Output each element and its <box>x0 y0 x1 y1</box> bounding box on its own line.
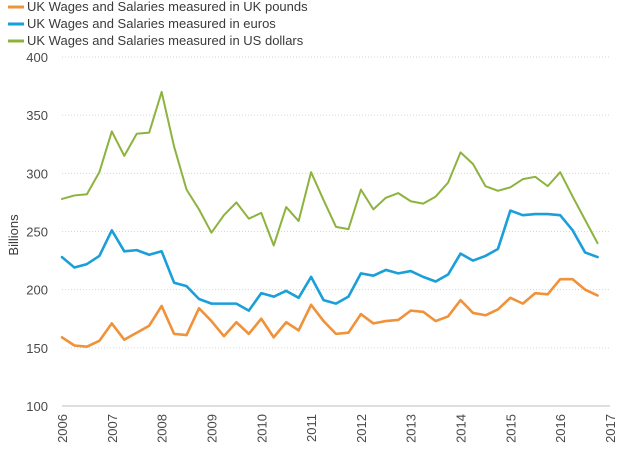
x-tick-label: 2014 <box>454 414 469 443</box>
legend-label-euros: UK Wages and Salaries measured in euros <box>27 16 276 31</box>
series-lines <box>60 90 599 348</box>
gridlines <box>62 56 610 407</box>
y-axis-ticks: 100 150 200 250 300 350 400 <box>26 50 48 414</box>
x-tick-label: 2013 <box>404 414 419 443</box>
legend-label-pounds: UK Wages and Salaries measured in UK pou… <box>27 0 308 14</box>
x-tick-label: 2017 <box>603 414 618 443</box>
series-line-euros <box>60 209 599 312</box>
x-tick-label: 2012 <box>354 414 369 443</box>
x-axis-ticks: 2006 2007 2008 2009 2010 2011 2012 2013 2014 2015… <box>55 414 618 443</box>
y-tick-label: 200 <box>26 283 48 298</box>
y-axis-title: Billions <box>6 214 21 256</box>
series-line-pounds <box>60 277 599 348</box>
legend: UK Wages and Salaries measured in UK pou… <box>8 0 308 48</box>
x-tick-label: 2006 <box>55 414 70 443</box>
y-tick-label: 250 <box>26 225 48 240</box>
x-tick-label: 2015 <box>503 414 518 443</box>
x-tick-label: 2009 <box>204 414 219 443</box>
y-tick-label: 150 <box>26 341 48 356</box>
series-line-dollars <box>61 90 599 247</box>
y-tick-label: 100 <box>26 399 48 414</box>
legend-label-dollars: UK Wages and Salaries measured in US dol… <box>27 33 304 48</box>
x-tick-label: 2008 <box>155 414 170 443</box>
y-tick-label: 400 <box>26 50 48 65</box>
x-tick-label: 2007 <box>105 414 120 443</box>
y-tick-label: 300 <box>26 166 48 181</box>
x-tick-label: 2011 <box>304 414 319 442</box>
y-tick-label: 350 <box>26 108 48 123</box>
x-tick-label: 2016 <box>553 414 568 443</box>
x-tick-label: 2010 <box>254 414 269 443</box>
